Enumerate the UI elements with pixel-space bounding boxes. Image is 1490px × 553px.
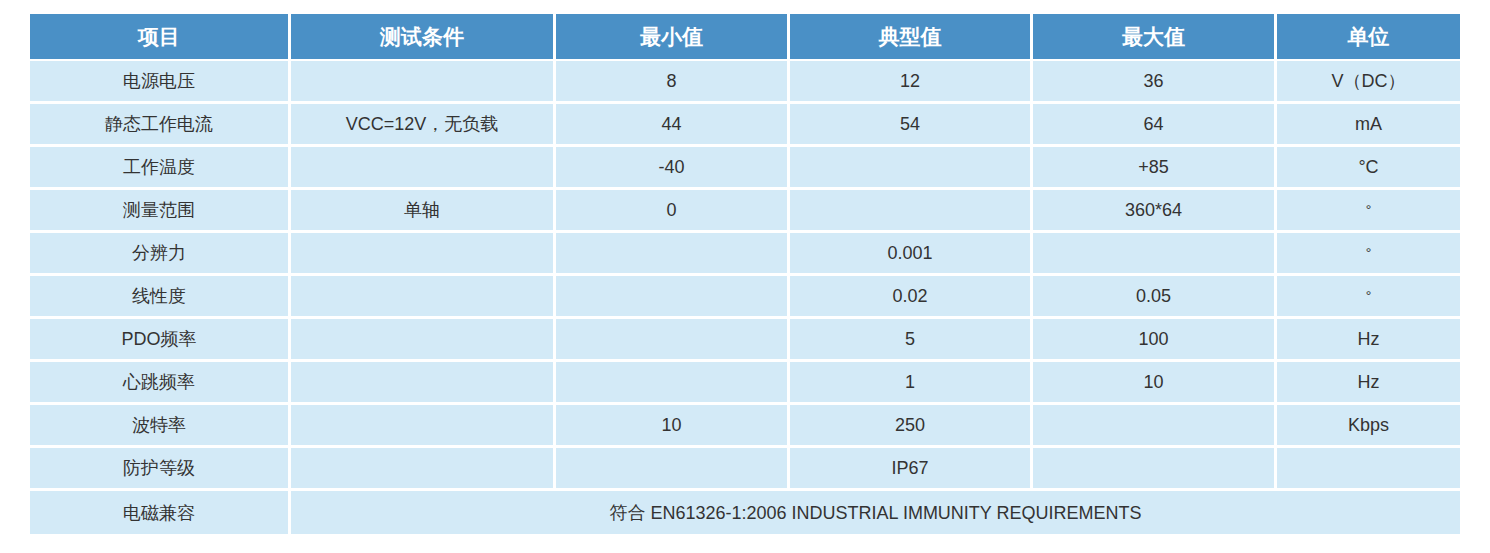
cell-typ: 54 — [790, 104, 1033, 147]
cell-item: 测量范围 — [30, 190, 291, 233]
cell-item: 分辨力 — [30, 233, 291, 276]
cell-max: 10 — [1033, 362, 1277, 405]
cell-typ — [790, 147, 1033, 190]
cell-min — [556, 362, 790, 405]
cell-typ: 5 — [790, 319, 1033, 362]
cell-item: PDO频率 — [30, 319, 291, 362]
cell-max: 64 — [1033, 104, 1277, 147]
table-row-baud-rate: 波特率 10 250 Kbps — [30, 405, 1460, 448]
cell-max: +85 — [1033, 147, 1277, 190]
cell-item: 电磁兼容 — [30, 491, 291, 534]
table-row-supply-voltage: 电源电压 8 12 36 V（DC） — [30, 61, 1460, 104]
cell-unit: ° — [1277, 233, 1460, 276]
cell-emc-compliance: 符合 EN61326-1:2006 INDUSTRIAL IMMUNITY RE… — [291, 491, 1460, 534]
cell-typ — [790, 190, 1033, 233]
cell-max: 360*64 — [1033, 190, 1277, 233]
table-row-emc: 电磁兼容 符合 EN61326-1:2006 INDUSTRIAL IMMUNI… — [30, 491, 1460, 534]
cell-condition: VCC=12V，无负载 — [291, 104, 556, 147]
cell-max — [1033, 448, 1277, 491]
cell-min: 8 — [556, 61, 790, 104]
cell-unit: mA — [1277, 104, 1460, 147]
cell-unit: °C — [1277, 147, 1460, 190]
specification-table: 项目 测试条件 最小值 典型值 最大值 单位 电源电压 8 12 36 V（DC… — [30, 14, 1460, 534]
cell-condition — [291, 276, 556, 319]
cell-unit: Kbps — [1277, 405, 1460, 448]
cell-item: 防护等级 — [30, 448, 291, 491]
cell-condition: 单轴 — [291, 190, 556, 233]
cell-min: -40 — [556, 147, 790, 190]
cell-min — [556, 276, 790, 319]
cell-condition — [291, 362, 556, 405]
cell-min — [556, 233, 790, 276]
table-row-measuring-range: 测量范围 单轴 0 360*64 ° — [30, 190, 1460, 233]
cell-min — [556, 319, 790, 362]
cell-condition — [291, 319, 556, 362]
cell-item: 波特率 — [30, 405, 291, 448]
header-min-value: 最小值 — [556, 14, 790, 61]
cell-item: 心跳频率 — [30, 362, 291, 405]
header-max-value: 最大值 — [1033, 14, 1277, 61]
cell-max — [1033, 405, 1277, 448]
header-test-condition: 测试条件 — [291, 14, 556, 61]
cell-condition — [291, 233, 556, 276]
cell-typ: 0.02 — [790, 276, 1033, 319]
header-typical-value: 典型值 — [790, 14, 1033, 61]
cell-min: 0 — [556, 190, 790, 233]
cell-condition — [291, 61, 556, 104]
cell-min: 10 — [556, 405, 790, 448]
cell-condition — [291, 147, 556, 190]
table-row-operating-temperature: 工作温度 -40 +85 °C — [30, 147, 1460, 190]
cell-max — [1033, 233, 1277, 276]
cell-item: 静态工作电流 — [30, 104, 291, 147]
header-item: 项目 — [30, 14, 291, 61]
table-row-protection-rating: 防护等级 IP67 — [30, 448, 1460, 491]
cell-item: 电源电压 — [30, 61, 291, 104]
cell-max: 100 — [1033, 319, 1277, 362]
table-row-linearity: 线性度 0.02 0.05 ° — [30, 276, 1460, 319]
cell-unit — [1277, 448, 1460, 491]
cell-typ: 1 — [790, 362, 1033, 405]
cell-unit: Hz — [1277, 362, 1460, 405]
header-row: 项目 测试条件 最小值 典型值 最大值 单位 — [30, 14, 1460, 61]
header-unit: 单位 — [1277, 14, 1460, 61]
cell-typ: 0.001 — [790, 233, 1033, 276]
cell-condition — [291, 448, 556, 491]
table-row-pdo-frequency: PDO频率 5 100 Hz — [30, 319, 1460, 362]
cell-unit: Hz — [1277, 319, 1460, 362]
cell-max: 0.05 — [1033, 276, 1277, 319]
cell-item: 线性度 — [30, 276, 291, 319]
table-row-resolution: 分辨力 0.001 ° — [30, 233, 1460, 276]
cell-typ: 250 — [790, 405, 1033, 448]
cell-max: 36 — [1033, 61, 1277, 104]
cell-item: 工作温度 — [30, 147, 291, 190]
cell-unit: ° — [1277, 276, 1460, 319]
cell-min: 44 — [556, 104, 790, 147]
cell-condition — [291, 405, 556, 448]
cell-unit: ° — [1277, 190, 1460, 233]
specification-table-container: 项目 测试条件 最小值 典型值 最大值 单位 电源电压 8 12 36 V（DC… — [30, 14, 1460, 534]
cell-unit: V（DC） — [1277, 61, 1460, 104]
table-row-quiescent-current: 静态工作电流 VCC=12V，无负载 44 54 64 mA — [30, 104, 1460, 147]
cell-typ: 12 — [790, 61, 1033, 104]
table-row-heartbeat-frequency: 心跳频率 1 10 Hz — [30, 362, 1460, 405]
cell-min — [556, 448, 790, 491]
cell-typ: IP67 — [790, 448, 1033, 491]
